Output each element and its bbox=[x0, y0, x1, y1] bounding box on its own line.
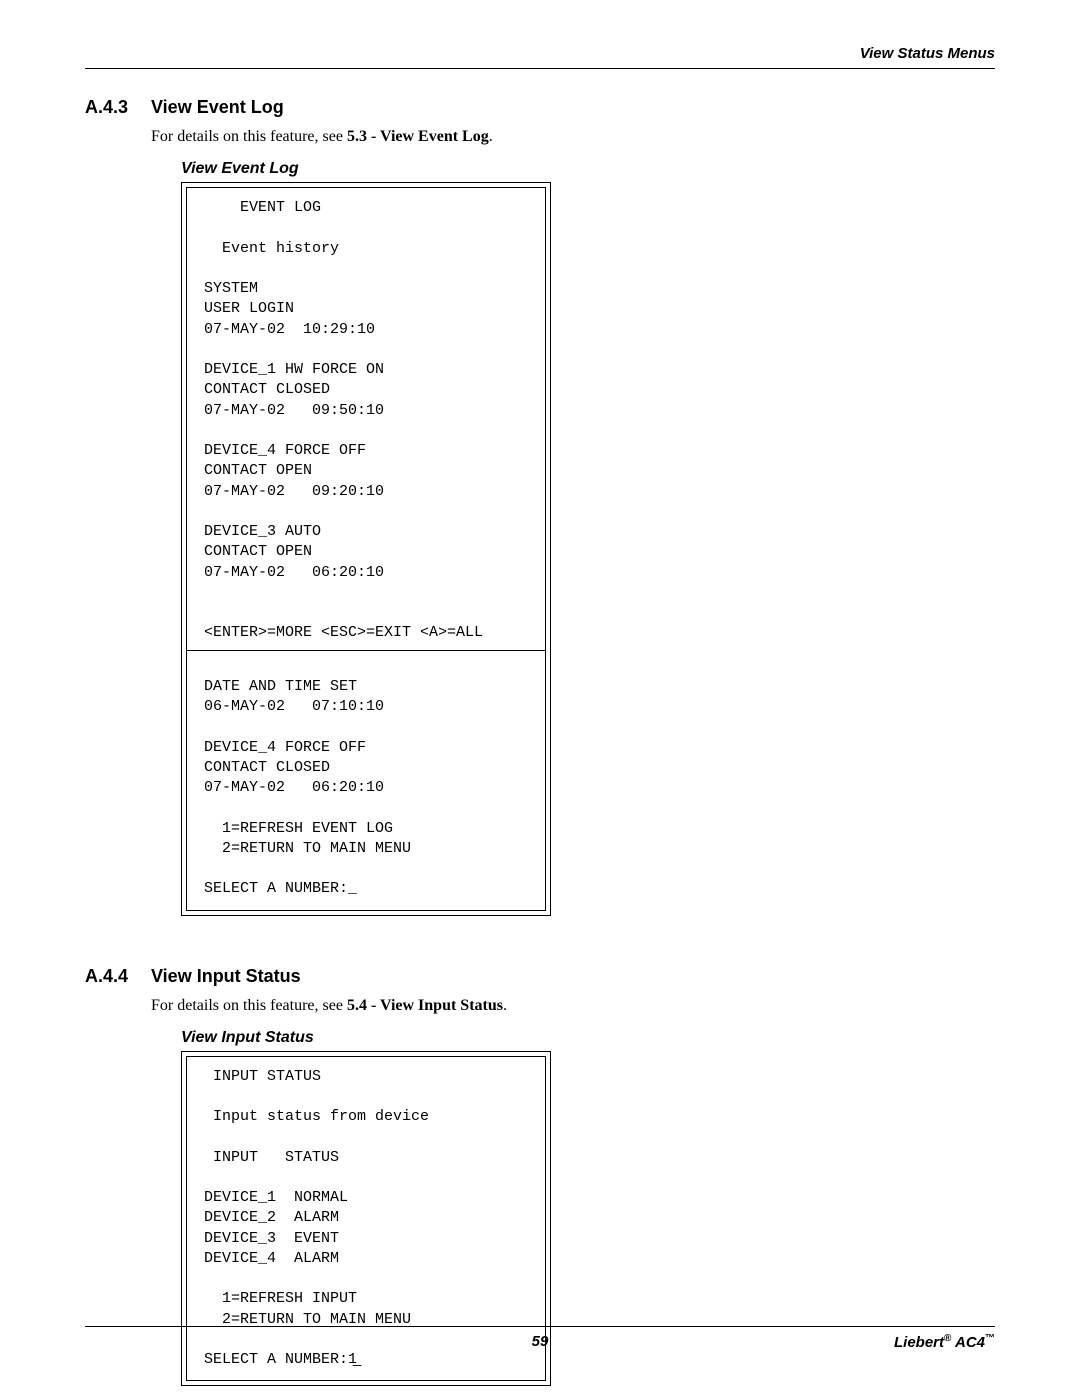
desc-bold: 5.3 - View Event Log bbox=[347, 128, 489, 145]
footer-rule bbox=[85, 1326, 995, 1327]
brand-tm: ™ bbox=[985, 1333, 995, 1344]
header-section-name: View Status Menus bbox=[85, 45, 995, 62]
event-log-outer-box: EVENT LOG Event history SYSTEM USER LOGI… bbox=[181, 182, 551, 916]
section-description: For details on this feature, see 5.3 - V… bbox=[151, 128, 995, 146]
box-title: View Input Status bbox=[181, 1029, 995, 1047]
section-a43: A.4.3 View Event Log For details on this… bbox=[85, 97, 995, 916]
page-number: 59 bbox=[532, 1333, 549, 1350]
event-log-inner-box: EVENT LOG Event history SYSTEM USER LOGI… bbox=[186, 187, 546, 911]
section-title: View Input Status bbox=[151, 966, 301, 987]
desc-bold: 5.4 - View Input Status bbox=[347, 997, 503, 1014]
desc-post: . bbox=[503, 997, 507, 1014]
inner-divider bbox=[187, 650, 545, 651]
event-log-content-bottom: DATE AND TIME SET 06-MAY-02 07:10:10 DEV… bbox=[195, 657, 537, 900]
page-footer: 59 Liebert® AC4™ bbox=[85, 1326, 995, 1351]
desc-post: . bbox=[489, 128, 493, 145]
section-number: A.4.4 bbox=[85, 966, 151, 987]
desc-pre: For details on this feature, see bbox=[151, 997, 347, 1014]
section-number: A.4.3 bbox=[85, 97, 151, 118]
header-rule bbox=[85, 68, 995, 69]
event-log-content-top: EVENT LOG Event history SYSTEM USER LOGI… bbox=[195, 198, 537, 644]
section-title: View Event Log bbox=[151, 97, 284, 118]
brand-model: AC4 bbox=[951, 1334, 985, 1351]
section-description: For details on this feature, see 5.4 - V… bbox=[151, 997, 995, 1015]
input-status-content: INPUT STATUS Input status from device IN… bbox=[195, 1067, 537, 1371]
desc-pre: For details on this feature, see bbox=[151, 128, 347, 145]
footer-brand: Liebert® AC4™ bbox=[894, 1333, 995, 1351]
section-a44: A.4.4 View Input Status For details on t… bbox=[85, 966, 995, 1387]
box-title: View Event Log bbox=[181, 160, 995, 178]
brand-main: Liebert bbox=[894, 1334, 944, 1351]
